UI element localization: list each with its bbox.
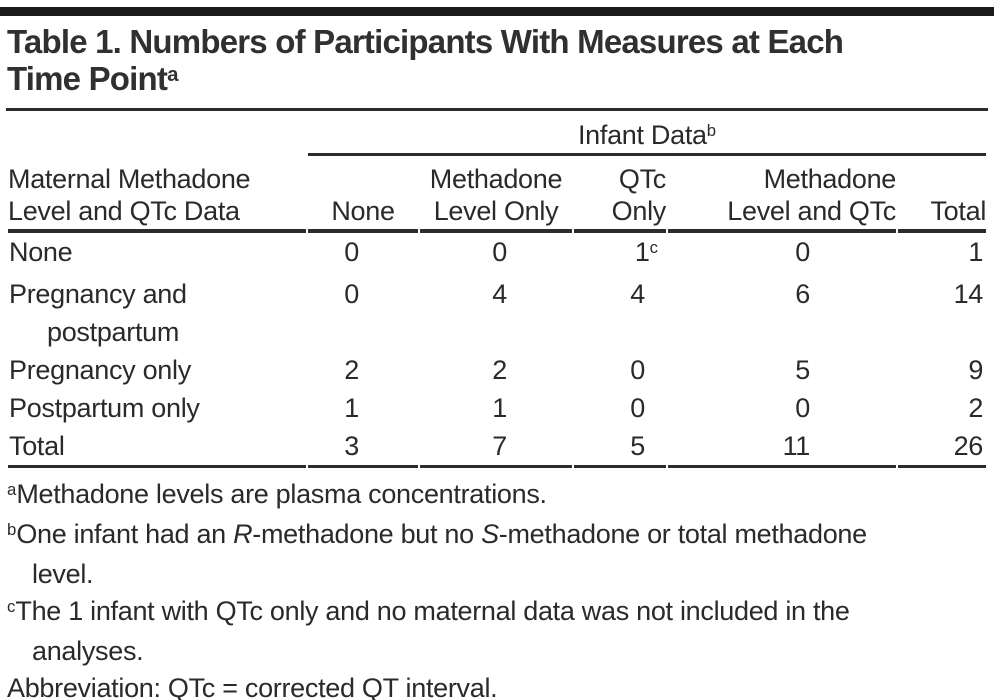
table-figure: Table 1. Numbers of Participants With Me… [0, 23, 994, 700]
table-cell: 2 [968, 393, 984, 423]
table-cell: 3 [308, 427, 418, 468]
table-cell: 1 [492, 393, 507, 423]
table-cell-with-footnote: 1c [634, 237, 658, 267]
top-accent-bar [0, 7, 994, 16]
table-cell: 11 [668, 427, 896, 468]
table-cell: 5 [795, 355, 810, 385]
table-cell: 5 [574, 427, 666, 468]
spanner-row: Infant Datab [8, 111, 987, 156]
table-cell: 6 [795, 279, 810, 309]
row-label: Pregnancy only [9, 355, 191, 385]
row-label: Total [8, 427, 306, 468]
spanner-footnote-marker: b [706, 121, 717, 141]
column-header-methadone-level-only: Methadone Level Only [420, 156, 572, 233]
table-cell: 0 [795, 237, 810, 267]
spanner-stub-empty [8, 111, 306, 156]
footnote-a: aMethadone levels are plasma concentrati… [7, 479, 547, 509]
row-label: Pregnancy and postpartum [9, 279, 187, 347]
footnote-c-marker: c [7, 597, 16, 617]
table-cell: 4 [492, 279, 507, 309]
column-header-row: Maternal Methadone Level and QTc Data No… [8, 156, 986, 233]
table-row-none: None 0 0 1c 0 1 [8, 233, 986, 275]
table-title-line2: Time Pointa [7, 60, 179, 97]
title-rule [6, 108, 988, 111]
table-cell: 0 [795, 393, 810, 423]
table-row-total: Total 3 7 5 11 26 [8, 427, 987, 468]
table-title: Table 1. Numbers of Participants With Me… [7, 23, 988, 102]
table-cell: 9 [968, 355, 984, 385]
table-cell: 1 [968, 237, 984, 267]
table-cell: 1 [344, 393, 359, 423]
cell-footnote-marker: c [649, 238, 658, 258]
column-header-none: None [308, 156, 418, 233]
column-header-methadone-level-and-qtc: Methadone Level and QTc [668, 156, 896, 233]
abbreviation-note: Abbreviation: QTc = corrected QT interva… [7, 673, 498, 700]
table-cell: 0 [630, 393, 645, 423]
table-cell: 26 [898, 427, 987, 468]
title-footnote-marker: a [167, 62, 179, 86]
table-row-postpartum-only: Postpartum only 1 1 0 0 2 [8, 389, 986, 427]
stub-header: Maternal Methadone Level and QTc Data [8, 156, 306, 233]
table-cell: 2 [492, 355, 507, 385]
table-title-line1: Table 1. Numbers of Participants With Me… [7, 23, 844, 60]
table-cell: 7 [420, 427, 572, 468]
row-label: None [9, 237, 73, 267]
table-cell: 0 [630, 355, 645, 385]
footnote-b-marker: b [7, 520, 17, 540]
table-cell: 0 [492, 237, 507, 267]
footnote-c: cThe 1 infant with QTc only and no mater… [7, 596, 850, 666]
row-label: Postpartum only [9, 393, 200, 423]
table-cell: 4 [630, 279, 645, 309]
table-row-pregnancy-only: Pregnancy only 2 2 0 5 9 [8, 351, 986, 389]
participants-table: Infant Datab Maternal Methadone Level an… [6, 111, 988, 468]
column-header-qtc-only: QTc Only [574, 156, 666, 233]
footnote-a-marker: a [7, 480, 17, 500]
table-cell: 0 [344, 279, 359, 309]
footnote-b: bOne infant had an R-methadone but no S-… [7, 519, 867, 589]
table-cell: 0 [344, 237, 359, 267]
table-cell: 2 [344, 355, 359, 385]
spanner-header-infant-data: Infant Datab [308, 111, 987, 156]
table-cell: 14 [953, 279, 984, 309]
footnotes: aMethadone levels are plasma concentrati… [6, 476, 988, 700]
column-header-total: Total [898, 156, 986, 233]
table-row-pregnancy-and-postpartum: Pregnancy and postpartum 0 4 4 6 14 [8, 275, 986, 351]
